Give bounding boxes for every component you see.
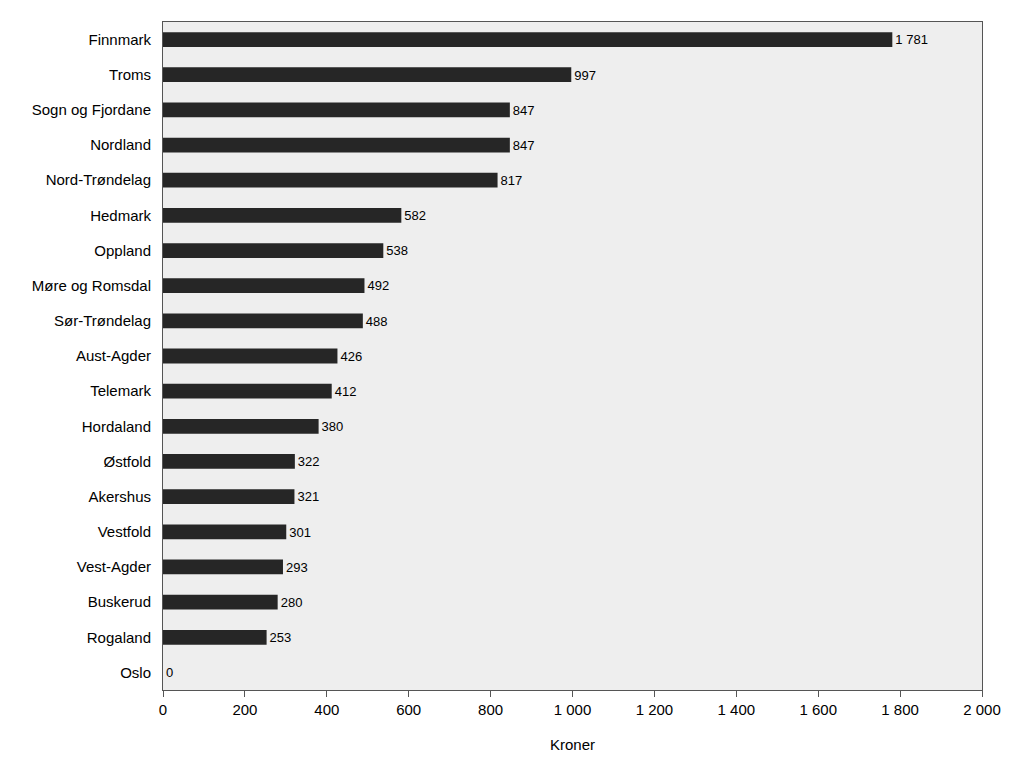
svg-text:280: 280 — [281, 595, 303, 610]
svg-text:1 400: 1 400 — [718, 701, 756, 718]
svg-text:Telemark: Telemark — [90, 382, 151, 399]
svg-text:Buskerud: Buskerud — [88, 593, 151, 610]
svg-text:Østfold: Østfold — [103, 453, 151, 470]
svg-text:Kroner: Kroner — [550, 736, 595, 753]
svg-text:253: 253 — [270, 630, 292, 645]
svg-text:582: 582 — [404, 208, 426, 223]
svg-text:Troms: Troms — [109, 66, 151, 83]
svg-text:Sør-Trøndelag: Sør-Trøndelag — [54, 312, 151, 329]
svg-text:322: 322 — [298, 454, 320, 469]
svg-text:1 781: 1 781 — [895, 32, 928, 47]
svg-text:Aust-Agder: Aust-Agder — [76, 347, 151, 364]
svg-text:Nordland: Nordland — [90, 136, 151, 153]
svg-text:321: 321 — [297, 489, 319, 504]
svg-text:538: 538 — [386, 243, 408, 258]
svg-text:492: 492 — [367, 278, 389, 293]
svg-text:1 000: 1 000 — [554, 701, 592, 718]
svg-text:Sogn og Fjordane: Sogn og Fjordane — [32, 101, 151, 118]
svg-text:301: 301 — [289, 525, 311, 540]
svg-text:400: 400 — [314, 701, 339, 718]
svg-text:Møre og Romsdal: Møre og Romsdal — [32, 277, 151, 294]
svg-text:1 600: 1 600 — [799, 701, 837, 718]
svg-text:800: 800 — [478, 701, 503, 718]
svg-text:Oslo: Oslo — [120, 664, 151, 681]
svg-text:488: 488 — [366, 314, 388, 329]
svg-text:293: 293 — [286, 560, 308, 575]
svg-text:Vest-Agder: Vest-Agder — [77, 558, 151, 575]
svg-text:200: 200 — [232, 701, 257, 718]
svg-text:426: 426 — [340, 349, 362, 364]
svg-text:Akershus: Akershus — [88, 488, 151, 505]
svg-text:817: 817 — [501, 173, 523, 188]
svg-text:412: 412 — [335, 384, 357, 399]
svg-text:380: 380 — [322, 419, 344, 434]
svg-text:847: 847 — [513, 138, 535, 153]
svg-text:0: 0 — [166, 665, 173, 680]
svg-text:1 800: 1 800 — [881, 701, 919, 718]
svg-text:Hedmark: Hedmark — [90, 207, 151, 224]
svg-text:997: 997 — [574, 68, 596, 83]
svg-text:Hordaland: Hordaland — [82, 418, 151, 435]
svg-text:2 000: 2 000 — [963, 701, 1001, 718]
svg-text:1 200: 1 200 — [636, 701, 674, 718]
svg-text:Nord-Trøndelag: Nord-Trøndelag — [46, 171, 151, 188]
svg-text:Oppland: Oppland — [94, 242, 151, 259]
svg-text:Vestfold: Vestfold — [98, 523, 151, 540]
svg-text:Finnmark: Finnmark — [88, 31, 151, 48]
svg-text:0: 0 — [159, 701, 167, 718]
svg-text:847: 847 — [513, 103, 535, 118]
svg-text:600: 600 — [396, 701, 421, 718]
svg-text:Rogaland: Rogaland — [87, 629, 151, 646]
